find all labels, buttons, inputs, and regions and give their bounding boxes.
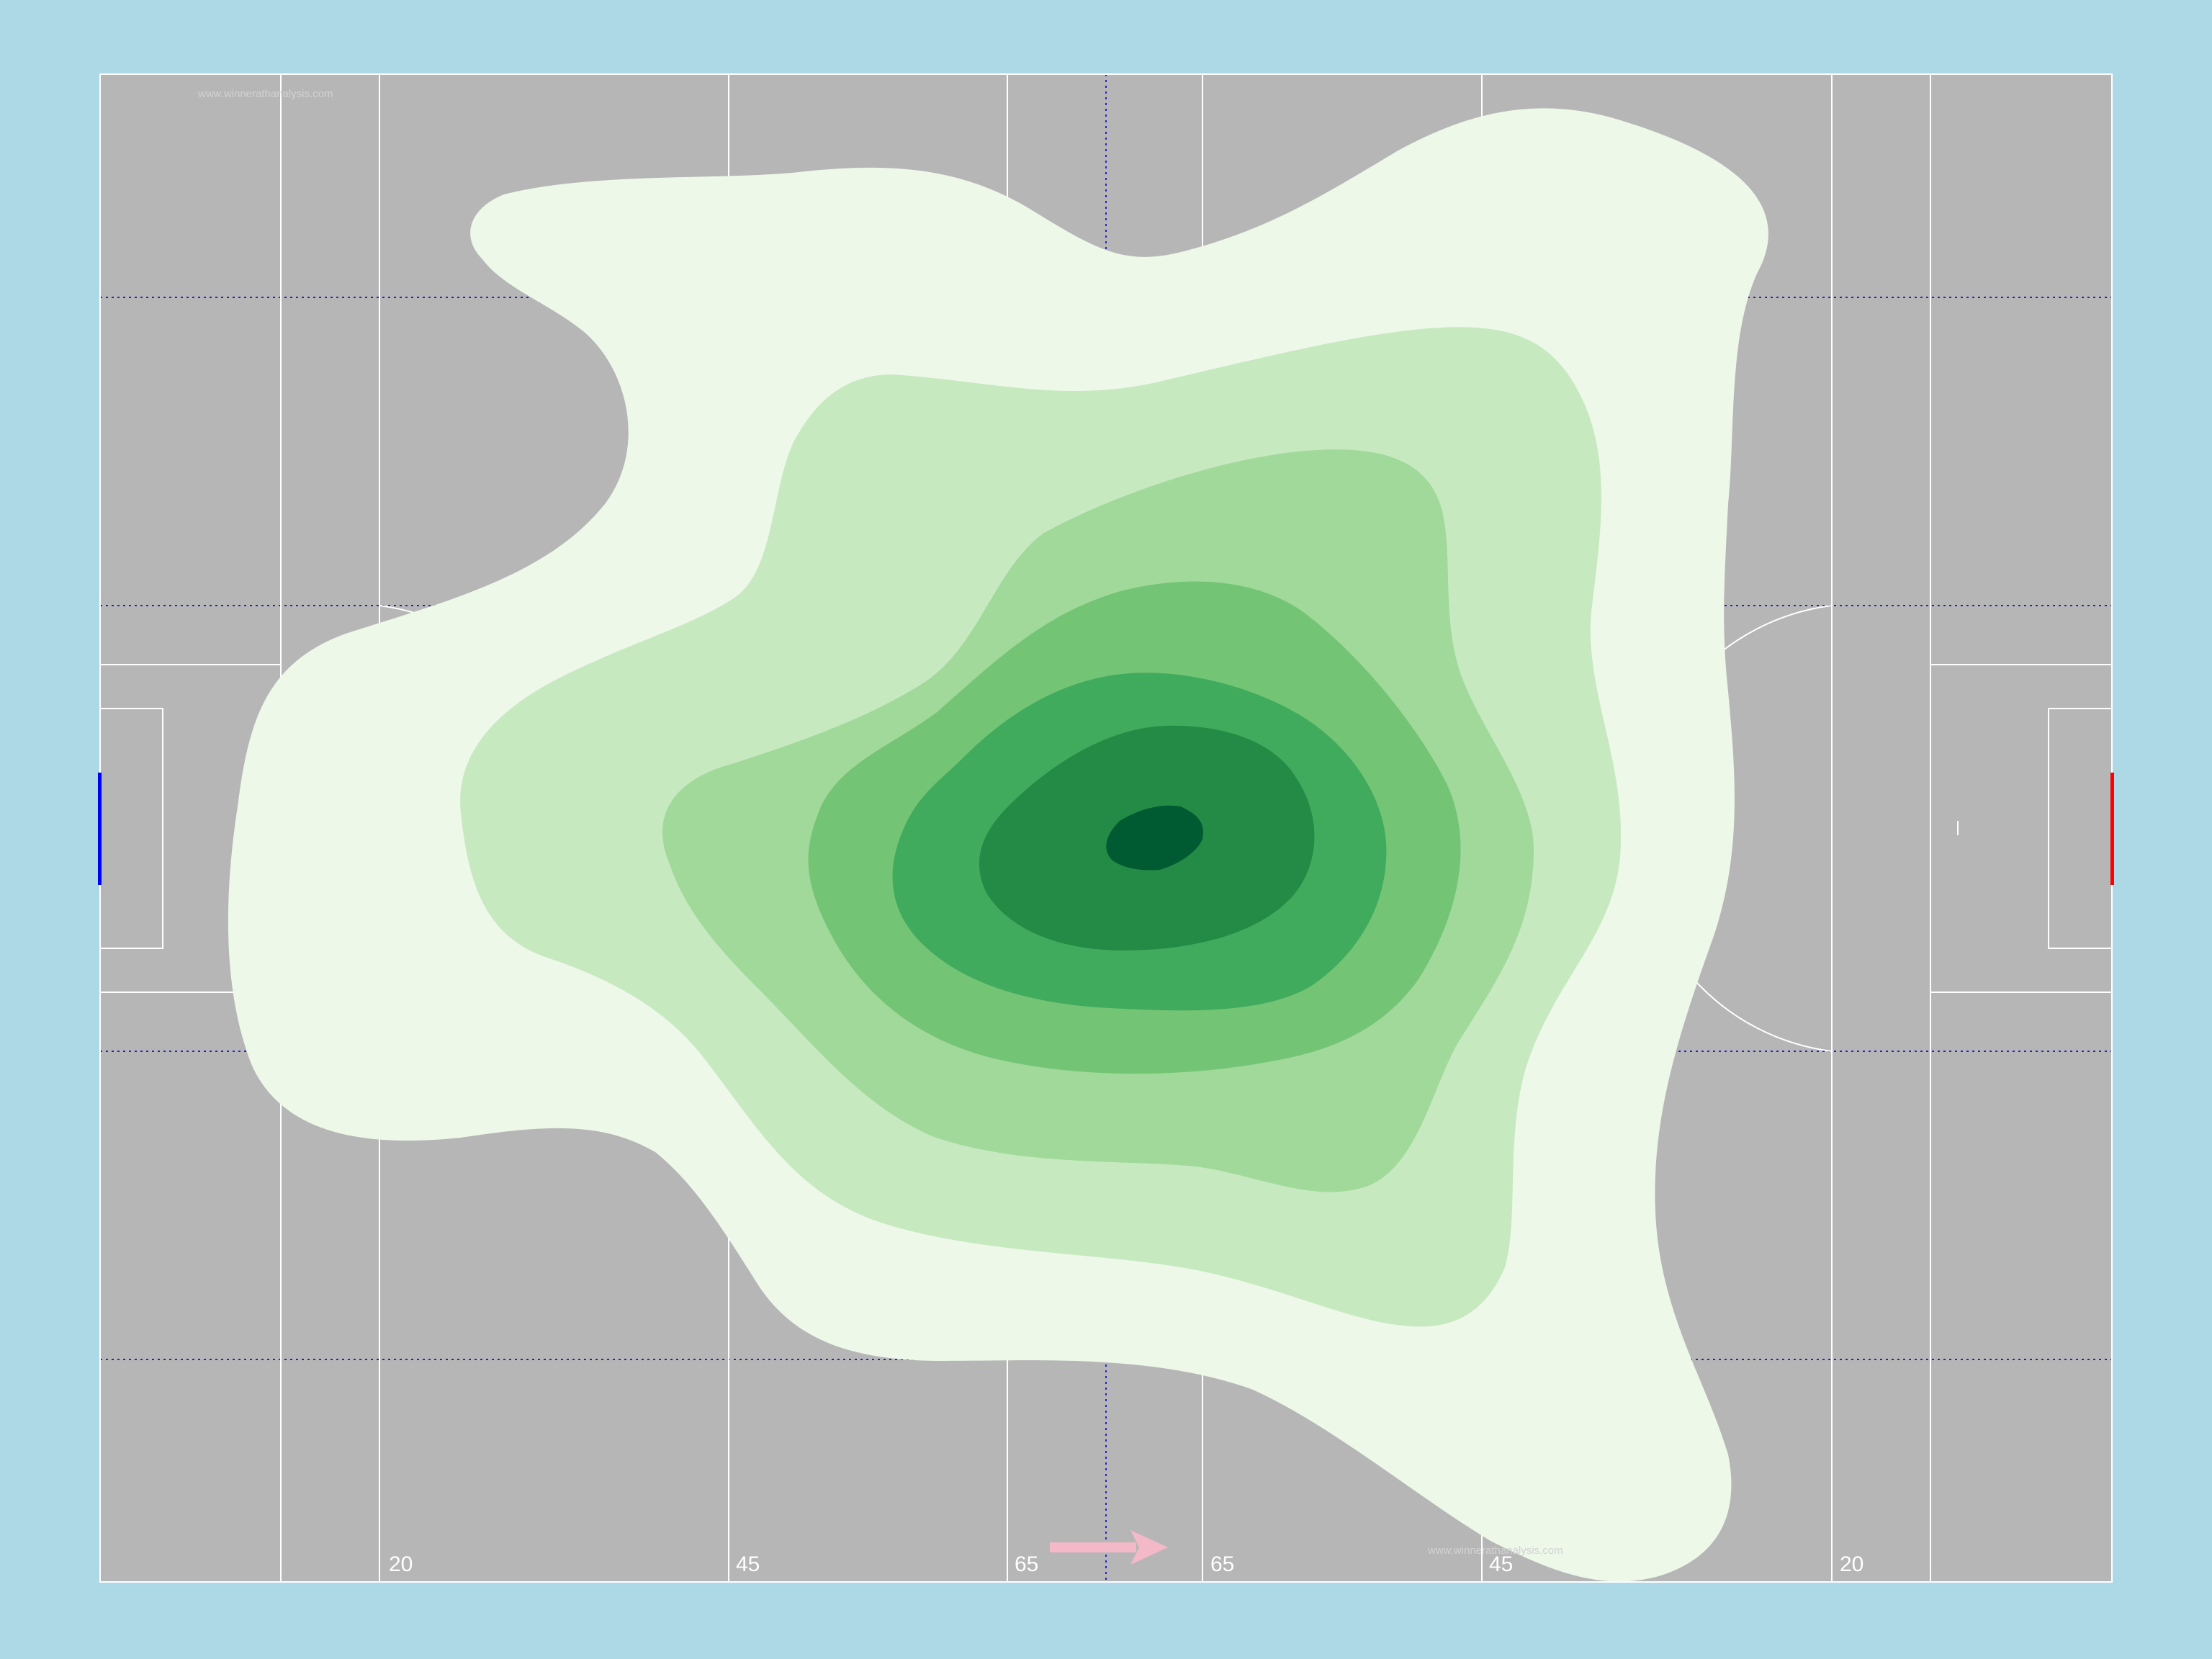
goal-right: [2110, 773, 2114, 885]
heatmap-contours: [228, 108, 1768, 1582]
yard-labels: 20 45 65 65 45 20: [389, 1552, 1863, 1576]
yard-label-45-left: 45: [736, 1552, 760, 1576]
yard-label-20-right: 20: [1840, 1552, 1863, 1576]
yard-label-65-right: 65: [1210, 1552, 1234, 1576]
contour-level-7: [1106, 805, 1203, 871]
goal-left: [98, 773, 102, 885]
watermark-top: www.winnerathanalysis.com: [197, 88, 333, 100]
yard-label-65-left: 65: [1015, 1552, 1038, 1576]
yard-label-45-right: 45: [1489, 1552, 1513, 1576]
watermark-bottom: www.winnerathanalysis.com: [1427, 1545, 1563, 1557]
yard-label-20-left: 20: [389, 1552, 413, 1576]
arrow-right-icon: [1050, 1530, 1168, 1565]
